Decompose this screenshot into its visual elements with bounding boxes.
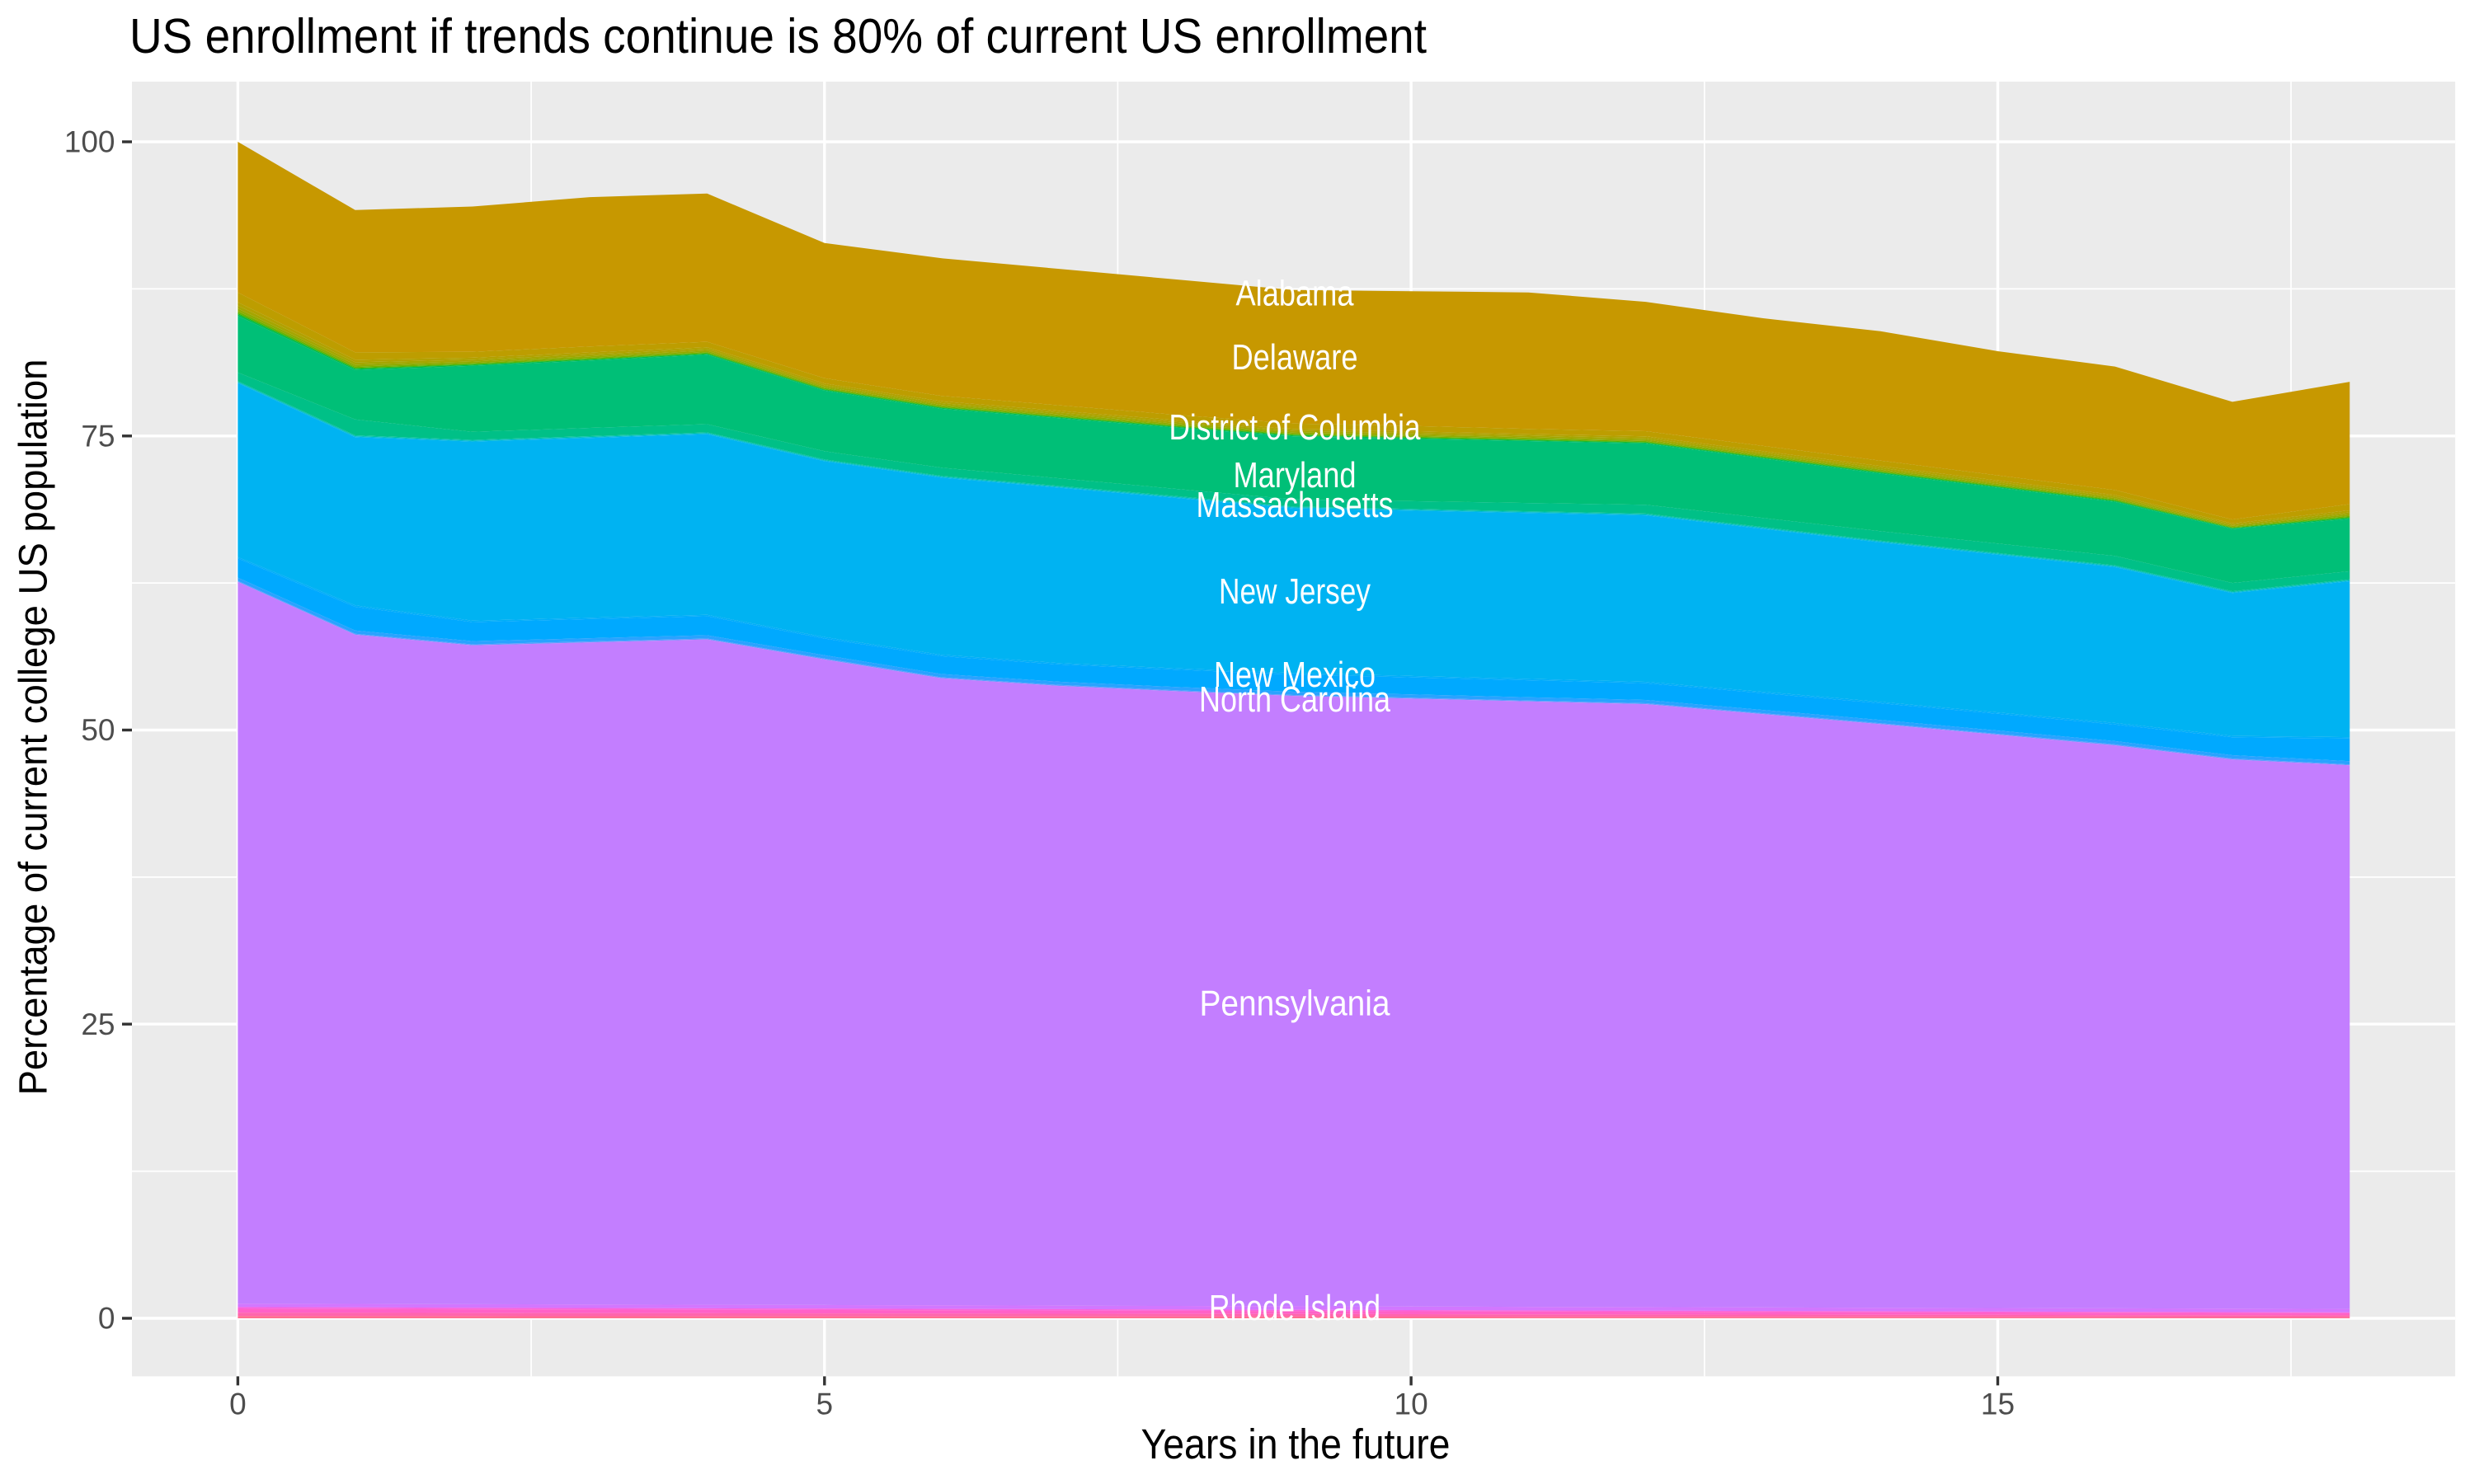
- svg-text:Percentage of current college: Percentage of current college US populat…: [12, 359, 56, 1096]
- svg-text:100: 100: [64, 125, 115, 159]
- svg-text:New Jersey: New Jersey: [1219, 571, 1371, 612]
- svg-text:5: 5: [816, 1387, 834, 1421]
- svg-text:Pennsylvania: Pennsylvania: [1200, 984, 1390, 1024]
- svg-text:Years in the future: Years in the future: [1141, 1421, 1451, 1468]
- svg-text:Rhode Island: Rhode Island: [1209, 1288, 1380, 1328]
- svg-text:District of Columbia: District of Columbia: [1169, 407, 1421, 448]
- svg-text:US enrollment if trends contin: US enrollment if trends continue is 80% …: [129, 8, 1427, 63]
- svg-text:New Mexico: New Mexico: [1214, 655, 1376, 695]
- svg-text:Delaware: Delaware: [1232, 337, 1358, 378]
- svg-text:15: 15: [1981, 1387, 2015, 1421]
- svg-text:75: 75: [81, 420, 115, 453]
- svg-text:0: 0: [98, 1302, 115, 1336]
- svg-text:10: 10: [1395, 1387, 1428, 1421]
- svg-text:0: 0: [229, 1387, 247, 1421]
- svg-text:50: 50: [81, 713, 115, 747]
- svg-text:Alabama: Alabama: [1236, 274, 1354, 314]
- svg-text:North Carolina: North Carolina: [1199, 679, 1390, 720]
- svg-text:25: 25: [81, 1007, 115, 1041]
- svg-text:Maryland: Maryland: [1234, 455, 1357, 495]
- svg-text:Massachusetts: Massachusetts: [1197, 485, 1394, 525]
